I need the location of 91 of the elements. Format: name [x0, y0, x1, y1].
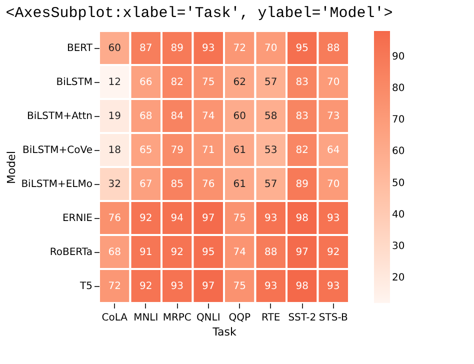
- x-tick-label: RTE: [262, 312, 280, 324]
- data-label: 76: [108, 213, 121, 224]
- data-label: 60: [108, 43, 121, 54]
- data-label: 92: [170, 247, 184, 258]
- y-tick-label: BiLSTM+CoVe: [22, 145, 92, 156]
- data-label: 73: [327, 111, 340, 122]
- data-label: 92: [140, 281, 152, 292]
- data-label: 53: [264, 145, 278, 156]
- data-label: 72: [108, 281, 121, 292]
- data-label: 87: [140, 43, 152, 54]
- color-bar-label: 70: [392, 114, 405, 126]
- y-tick-label: ERNIE: [62, 213, 92, 224]
- x-tick-label: SST-2: [288, 312, 316, 324]
- color-bar-label: 40: [392, 209, 405, 220]
- data-label: 85: [170, 179, 184, 190]
- color-bar-label: 90: [392, 51, 405, 62]
- data-label: 84: [170, 111, 184, 122]
- data-label: 75: [233, 281, 246, 292]
- x-tick-label: CoLA: [102, 312, 128, 324]
- data-label: 91: [140, 247, 152, 258]
- data-label: 93: [264, 213, 278, 224]
- x-tick-label: MRPC: [162, 312, 192, 324]
- data-label: 12: [108, 77, 121, 88]
- y-tick-label: RoBERTa: [50, 247, 92, 258]
- data-label: 89: [170, 43, 184, 54]
- data-label: 70: [327, 179, 340, 190]
- data-label: 18: [108, 145, 121, 156]
- y-tick-label: BERT: [66, 43, 94, 54]
- data-label: 70: [327, 77, 340, 88]
- data-label: 76: [202, 179, 215, 190]
- data-label: 72: [233, 43, 246, 54]
- data-label: 74: [202, 111, 215, 122]
- data-label: 19: [108, 111, 121, 122]
- data-label: 57: [264, 179, 278, 190]
- data-label: 74: [233, 247, 246, 258]
- data-label: 70: [264, 43, 278, 54]
- data-label: 95: [202, 247, 215, 258]
- data-label: 89: [296, 179, 308, 190]
- data-label: 32: [108, 179, 121, 190]
- x-tick-label: STS-B: [318, 312, 348, 324]
- data-label: 61: [233, 179, 246, 190]
- data-label: 67: [140, 179, 152, 190]
- color-bar-label: 30: [392, 241, 405, 252]
- data-label: 93: [170, 281, 184, 292]
- color-bar-label: 80: [392, 82, 405, 94]
- color-bar-label: 60: [392, 146, 405, 158]
- data-label: 61: [233, 145, 246, 156]
- x-tick-label: MNLI: [134, 312, 158, 324]
- data-label: 88: [264, 247, 278, 258]
- data-label: 93: [202, 43, 215, 54]
- data-label: 79: [170, 145, 184, 156]
- data-label: 97: [202, 281, 215, 292]
- data-label: 88: [327, 43, 340, 54]
- data-label: 68: [108, 247, 121, 258]
- y-tick-label: BiLSTM+Attn: [26, 111, 92, 122]
- data-label: 98: [296, 281, 308, 292]
- data-label: 71: [202, 145, 215, 156]
- data-label: 66: [140, 77, 152, 88]
- data-label: 65: [140, 145, 152, 156]
- data-label: 97: [202, 213, 215, 224]
- y-tick-label: BiLSTM: [56, 77, 92, 88]
- data-label: 68: [140, 111, 152, 122]
- data-label: 93: [264, 281, 278, 292]
- data-label: 92: [140, 213, 152, 224]
- data-label: 62: [233, 77, 246, 88]
- x-tick-label: QQP: [228, 312, 251, 324]
- y-tick-label: T5: [79, 281, 92, 292]
- data-label: 75: [202, 77, 215, 88]
- data-label: 82: [170, 77, 184, 88]
- x-tick-label: QNLI: [196, 312, 220, 324]
- data-label: 64: [327, 145, 340, 156]
- data-label: 93: [327, 213, 340, 224]
- data-label: 75: [233, 213, 246, 224]
- y-axis-title: Model: [5, 150, 18, 184]
- chart-title: <AxesSubplot:xlabel='Task', ylabel='Model'>: [6, 5, 393, 22]
- data-label: 60: [233, 111, 246, 122]
- data-label: 95: [296, 43, 308, 54]
- data-label: 92: [327, 247, 340, 258]
- data-label: 58: [264, 111, 278, 122]
- data-label: 83: [296, 111, 308, 122]
- y-tick-label: BiLSTM+ELMo: [21, 179, 92, 190]
- data-label: 93: [327, 281, 340, 292]
- data-label: 94: [170, 213, 184, 224]
- data-label: 98: [296, 213, 308, 224]
- data-label: 83: [296, 77, 308, 88]
- data-label: 82: [296, 145, 308, 156]
- color-bar-label: 20: [392, 272, 405, 284]
- data-label: 57: [264, 77, 278, 88]
- data-label: 97: [296, 247, 308, 258]
- color-bar-label: 50: [392, 178, 405, 189]
- x-axis-title: Task: [212, 326, 237, 338]
